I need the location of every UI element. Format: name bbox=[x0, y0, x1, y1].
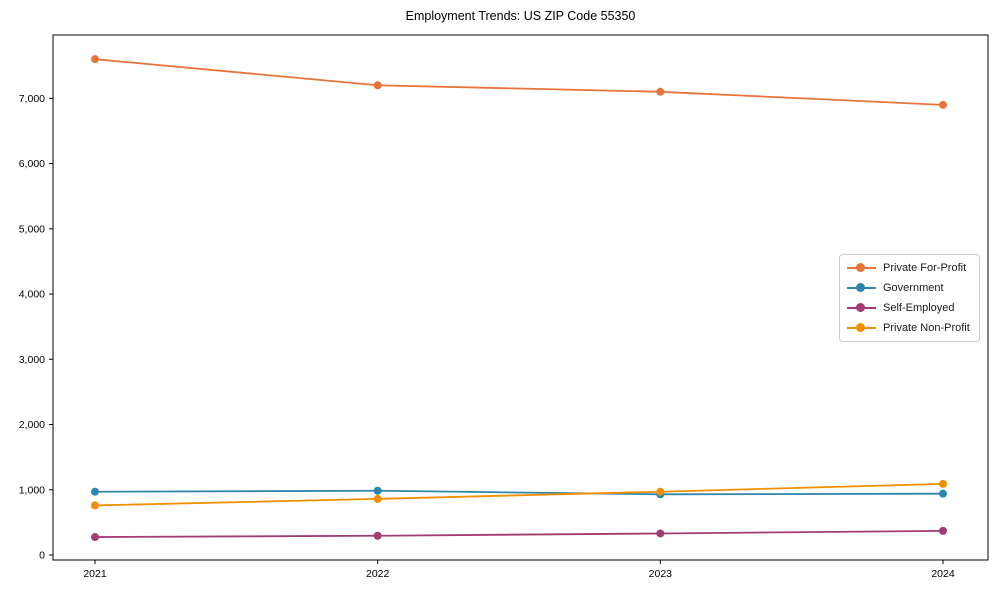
data-point bbox=[939, 489, 948, 498]
legend-item: Self-Employed bbox=[847, 298, 973, 318]
data-point bbox=[373, 81, 382, 90]
y-tick-label: 2,000 bbox=[19, 419, 45, 431]
legend-line-marker-icon bbox=[847, 301, 876, 315]
y-tick-label: 6,000 bbox=[19, 158, 45, 170]
data-point bbox=[939, 526, 948, 535]
legend: Private For-Profit Government Self-Employe… bbox=[839, 254, 980, 342]
legend-item: Private For-Profit bbox=[847, 258, 973, 278]
data-point bbox=[91, 55, 99, 64]
legend-item: Government bbox=[847, 278, 973, 298]
data-point bbox=[656, 487, 665, 496]
legend-dot bbox=[856, 323, 865, 333]
legend-dot bbox=[856, 303, 865, 313]
data-point bbox=[656, 529, 665, 538]
legend-line-marker-icon bbox=[847, 321, 876, 335]
legend-line-marker-icon bbox=[847, 261, 876, 275]
legend-dot bbox=[856, 263, 865, 273]
series-line-self-employed bbox=[94, 529, 944, 538]
data-point bbox=[373, 486, 382, 495]
data-point bbox=[373, 531, 382, 540]
data-point bbox=[939, 479, 948, 488]
legend-dot bbox=[856, 283, 865, 293]
y-tick-label: 4,000 bbox=[19, 289, 45, 301]
chart-title: Employment Trends: US ZIP Code 55350 bbox=[405, 9, 636, 23]
legend-label: Private For-Profit bbox=[883, 262, 967, 274]
x-tick-label: 2022 bbox=[366, 568, 390, 580]
series-line-private-non-profit bbox=[94, 482, 944, 507]
series-line-private-for-profit bbox=[94, 58, 944, 106]
y-tick-label: 5,000 bbox=[19, 223, 45, 235]
y-tick-label: 0 bbox=[39, 550, 45, 562]
legend-label: Private Non-Profit bbox=[883, 322, 970, 334]
y-tick-label: 1,000 bbox=[19, 484, 45, 496]
y-tick-label: 3,000 bbox=[19, 354, 45, 366]
x-tick-label: 2021 bbox=[83, 568, 107, 580]
series-line-government bbox=[94, 489, 944, 496]
data-point bbox=[91, 533, 99, 542]
plot-border bbox=[52, 34, 989, 561]
data-point bbox=[91, 487, 99, 496]
legend-line-marker-icon bbox=[847, 281, 876, 295]
y-tick-label: 7,000 bbox=[19, 93, 45, 105]
data-point bbox=[656, 87, 665, 96]
data-point bbox=[91, 501, 99, 510]
data-point bbox=[939, 100, 948, 109]
legend-item: Private Non-Profit bbox=[847, 318, 973, 338]
x-tick-label: 2024 bbox=[931, 568, 955, 580]
legend-label: Self-Employed bbox=[883, 302, 955, 314]
legend-label: Government bbox=[883, 282, 944, 294]
x-tick-label: 2023 bbox=[649, 568, 673, 580]
data-point bbox=[373, 494, 382, 503]
